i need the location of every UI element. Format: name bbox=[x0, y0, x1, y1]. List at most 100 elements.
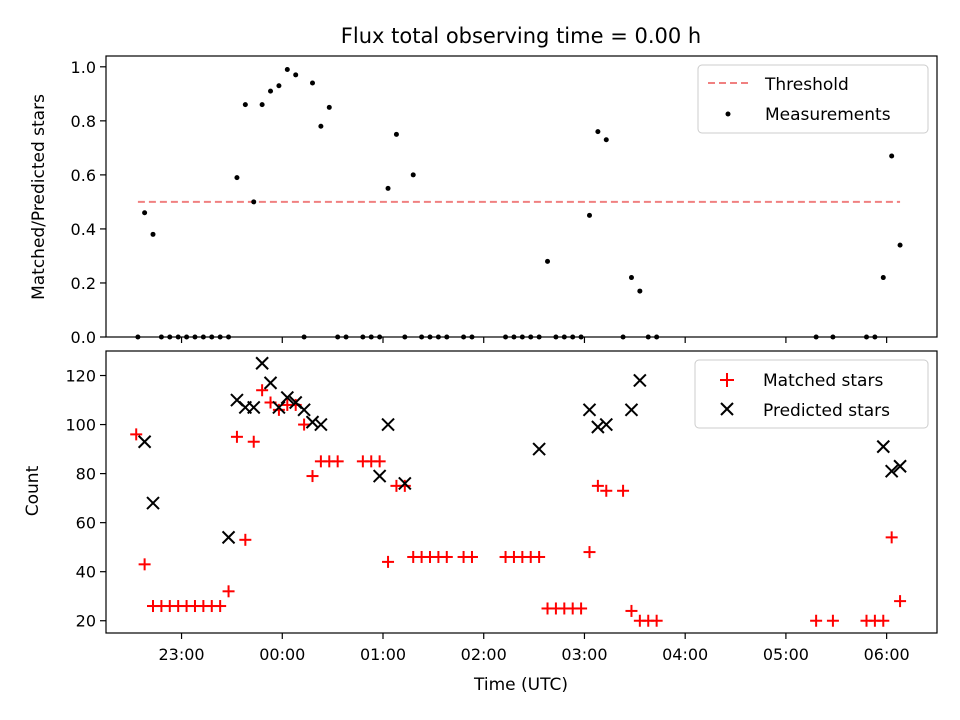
top-legend-box bbox=[697, 64, 929, 134]
matched-stars-point bbox=[826, 614, 839, 627]
bottom-plot-marks bbox=[130, 356, 907, 627]
matched-stars-point bbox=[877, 614, 890, 627]
predicted-stars-point bbox=[221, 530, 236, 545]
measurement-point bbox=[637, 288, 643, 294]
measurement-point bbox=[880, 275, 886, 281]
matched-stars-point bbox=[885, 531, 898, 544]
predicted-stars-point bbox=[884, 464, 899, 478]
measurement-point bbox=[259, 102, 265, 108]
predicted-stars-point bbox=[876, 439, 890, 454]
measurement-point bbox=[234, 175, 240, 181]
matched-stars-point bbox=[239, 533, 252, 546]
legend-measurements-label: Measurements bbox=[765, 105, 891, 125]
x-tick-label: 04:00 bbox=[662, 645, 708, 664]
matched-stars-point bbox=[138, 558, 151, 571]
y-tick-label: 20 bbox=[76, 612, 96, 631]
predicted-stars-point bbox=[582, 403, 597, 417]
matched-stars-point bbox=[256, 384, 269, 397]
measurement-point bbox=[595, 129, 601, 135]
legend-matched-label: Matched stars bbox=[763, 371, 883, 391]
bottom-x-ticks: 23:00 00:00 01:00 02:00 03:00 04:00 05:00 06:00 bbox=[158, 633, 910, 664]
top-y-axis-label: Matched/Predicted stars bbox=[29, 94, 49, 300]
bottom-y-axis-label: Count bbox=[23, 465, 43, 516]
predicted-stars-point bbox=[263, 376, 278, 390]
bottom-y-ticks: 20 40 60 80 100 120 bbox=[65, 367, 106, 631]
y-tick-label: 60 bbox=[76, 514, 96, 533]
matched-stars-point bbox=[272, 403, 285, 416]
measurement-point bbox=[293, 72, 299, 78]
predicted-stars-point bbox=[272, 400, 286, 415]
matched-stars-point bbox=[306, 470, 319, 483]
predicted-stars-point bbox=[297, 403, 311, 417]
measurement-point bbox=[889, 153, 895, 159]
matched-stars-point bbox=[625, 604, 638, 617]
measurement-point bbox=[326, 104, 332, 110]
predicted-stars-point bbox=[624, 403, 639, 417]
predicted-stars-point bbox=[591, 420, 605, 434]
measurement-point bbox=[284, 67, 290, 73]
y-tick-label: 0.0 bbox=[71, 328, 96, 347]
bottom-legend: Matched stars Predicted stars bbox=[694, 359, 929, 429]
measurement-point bbox=[242, 102, 248, 108]
ratio-panel: Flux total observing time = 0.00 h Match… bbox=[29, 24, 938, 347]
predicted-stars-point bbox=[255, 356, 269, 370]
x-tick-label: 05:00 bbox=[763, 645, 809, 664]
measurement-point bbox=[628, 275, 634, 281]
predicted-stars-point bbox=[398, 476, 412, 491]
y-tick-label: 0.6 bbox=[71, 166, 96, 185]
predicted-stars-point bbox=[381, 417, 395, 432]
matched-stars-point bbox=[617, 484, 630, 497]
matched-stars-point bbox=[398, 479, 411, 492]
matched-stars-point bbox=[373, 455, 386, 468]
top-y-ticks: 0.0 0.2 0.4 0.6 0.8 1.0 bbox=[71, 58, 106, 347]
x-tick-label: 00:00 bbox=[259, 645, 305, 664]
y-tick-label: 0.4 bbox=[71, 220, 96, 239]
predicted-stars-point bbox=[372, 469, 387, 483]
legend-predicted-label: Predicted stars bbox=[763, 401, 890, 421]
matched-stars-point bbox=[894, 595, 907, 608]
top-plot-frame bbox=[105, 55, 938, 338]
matched-stars-point bbox=[440, 550, 453, 563]
bottom-plot-frame bbox=[105, 350, 938, 634]
predicted-stars-point bbox=[599, 417, 613, 432]
predicted-stars-point bbox=[532, 442, 546, 456]
predicted-stars-point bbox=[314, 417, 328, 432]
measurement-point bbox=[385, 185, 391, 191]
measurement-point bbox=[393, 131, 399, 137]
x-tick-label: 23:00 bbox=[158, 645, 204, 664]
matched-stars-point bbox=[230, 430, 243, 443]
x-tick-label: 06:00 bbox=[864, 645, 910, 664]
predicted-stars-point bbox=[633, 373, 647, 388]
x-tick-label: 02:00 bbox=[461, 645, 507, 664]
legend-threshold-label: Threshold bbox=[764, 75, 849, 95]
matched-stars-point bbox=[465, 550, 478, 563]
measurement-point bbox=[318, 123, 324, 129]
measurement-point bbox=[603, 137, 609, 143]
matched-stars-point bbox=[575, 602, 588, 615]
top-x-ticks bbox=[180, 337, 888, 343]
y-tick-label: 120 bbox=[65, 367, 96, 386]
predicted-stars-point bbox=[247, 400, 261, 415]
x-tick-label: 03:00 bbox=[561, 645, 607, 664]
legend-matched-marker bbox=[720, 373, 734, 387]
x-axis-label: Time (UTC) bbox=[473, 675, 568, 695]
y-tick-label: 0.2 bbox=[71, 274, 96, 293]
bottom-legend-box bbox=[694, 359, 929, 429]
measurement-point bbox=[276, 83, 282, 89]
predicted-stars-point bbox=[137, 435, 152, 449]
x-tick-label: 01:00 bbox=[360, 645, 406, 664]
matched-stars-point bbox=[247, 435, 260, 448]
measurement-point bbox=[897, 242, 903, 248]
y-tick-label: 0.8 bbox=[71, 112, 96, 131]
predicted-stars-point bbox=[893, 459, 907, 473]
y-tick-label: 1.0 bbox=[71, 58, 96, 77]
matched-stars-point bbox=[600, 484, 613, 497]
y-tick-label: 100 bbox=[65, 416, 96, 435]
matched-stars-point bbox=[650, 614, 663, 627]
measurement-point bbox=[586, 212, 592, 218]
chart-title: Flux total observing time = 0.00 h bbox=[341, 24, 701, 48]
matched-stars-point bbox=[214, 600, 227, 613]
y-tick-label: 40 bbox=[76, 563, 96, 582]
matched-stars-point bbox=[810, 614, 823, 627]
